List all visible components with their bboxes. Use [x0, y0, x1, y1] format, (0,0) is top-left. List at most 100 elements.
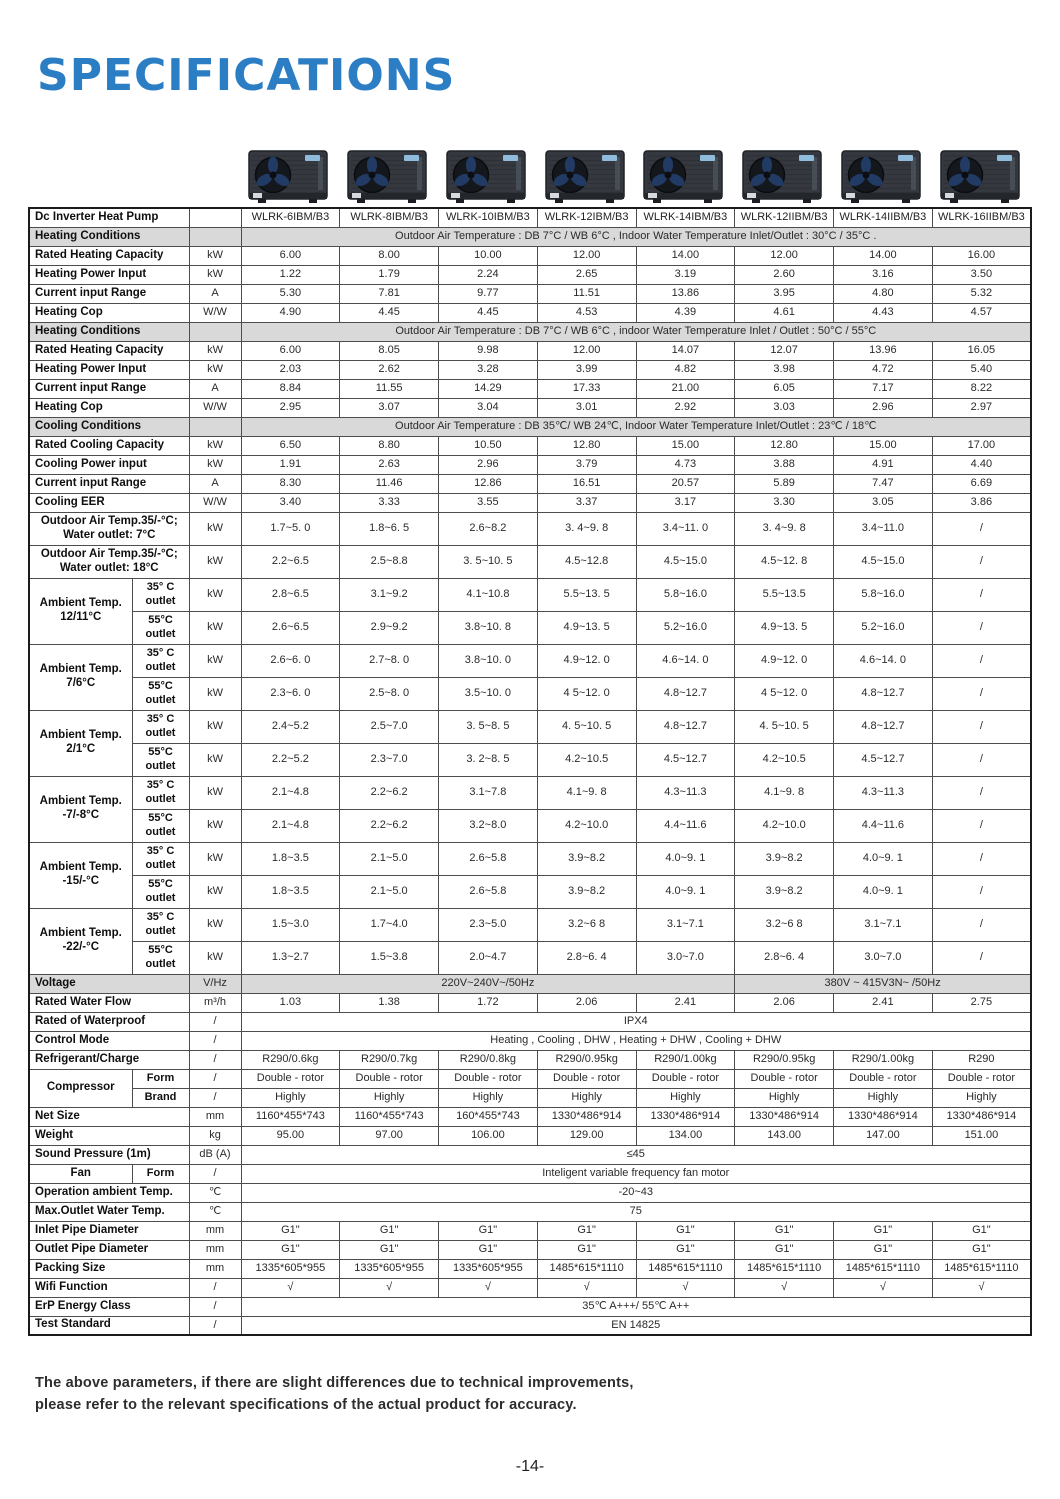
value-cell: √ — [833, 1277, 933, 1298]
value-cell: 4.2~10.0 — [734, 808, 835, 843]
unit-cell: kW — [188, 435, 242, 456]
value-cell: 3.4~11.0 — [833, 511, 933, 546]
table-row: Compressor Form / Double - rotor Double - ro… — [28, 1068, 1032, 1108]
value-cell: R290/1.00kg — [833, 1049, 933, 1070]
unit-cell: kW — [188, 264, 242, 285]
heat-pump-image — [347, 150, 427, 203]
model-name: WLRK-10IBM/B3 — [438, 207, 538, 228]
unit-cell: kg — [188, 1125, 242, 1146]
value-cell: 2.96 — [438, 454, 538, 475]
span-text: 35℃ A+++/ 55℃ A++ — [240, 1296, 1032, 1317]
value-cell: 4.72 — [833, 359, 933, 380]
unit-cell: kW — [188, 775, 242, 810]
value-cell: 2.1~5.0 — [339, 841, 440, 876]
unit-cell: kW — [188, 610, 242, 645]
value-cell: 4.6~14. 0 — [635, 643, 736, 678]
sub-label: 55°C outlet — [131, 808, 190, 843]
value-cell: 1.5~3.8 — [339, 940, 440, 975]
unit-cell: kW — [188, 676, 242, 711]
unit-cell: / — [188, 1068, 242, 1089]
value-cell: G1" — [438, 1239, 538, 1260]
model-name: WLRK-14IIBM/B3 — [833, 207, 933, 228]
row-label: Outdoor Air Temp.35/-°C; Water outlet: 1… — [28, 544, 190, 579]
unit-cell: kW — [188, 511, 242, 546]
row-label: Ambient Temp. -22/-°C — [28, 907, 133, 975]
value-cell: 2.41 — [635, 992, 736, 1013]
value-cell: 3.2~6 8 — [734, 907, 835, 942]
row-label: Current input Range — [28, 283, 190, 304]
value-cell: 1.79 — [339, 264, 440, 285]
value-cell: 16.51 — [536, 473, 637, 494]
value-cell: 9.77 — [438, 283, 538, 304]
model-name: WLRK-6IBM/B3 — [240, 207, 341, 228]
page-number: -14- — [515, 1458, 545, 1475]
section-label: Heating Conditions — [28, 226, 190, 247]
row-label: Net Size — [28, 1106, 190, 1127]
value-cell: / — [931, 907, 1032, 942]
value-cell: 4.8~12.7 — [833, 709, 933, 744]
row-label: Ambient Temp. 7/6°C — [28, 643, 133, 711]
row-label: Ambient Temp. -7/-8°C — [28, 775, 133, 843]
value-cell: 2.8~6. 4 — [536, 940, 637, 975]
value-cell: 1.8~3.5 — [240, 841, 341, 876]
value-cell: 1330*486*914 — [833, 1106, 933, 1127]
unit-cell: kW — [188, 544, 242, 579]
value-cell: √ — [536, 1277, 637, 1298]
value-cell: 95.00 — [240, 1125, 341, 1146]
value-cell: Double - rotor — [339, 1068, 440, 1089]
value-cell: 3.95 — [734, 283, 835, 304]
span-text: Heating , Cooling , DHW , Heating + DHW … — [240, 1030, 1032, 1051]
unit-cell: kW — [188, 643, 242, 678]
model-name: WLRK-12IIBM/B3 — [734, 207, 835, 228]
value-cell: 3.98 — [734, 359, 835, 380]
value-cell: 11.55 — [339, 378, 440, 399]
value-cell: 10.00 — [438, 245, 538, 266]
table-row: Wifi Function / √ √ √ √ √ √ √ √ — [28, 1277, 1032, 1298]
row-label: Fan — [28, 1163, 133, 1184]
table-row: Ambient Temp. -7/-8°C 35° C outlet kW 2.1~4… — [28, 775, 1032, 843]
value-cell: 8.00 — [339, 245, 440, 266]
unit-cell: kW — [188, 874, 242, 909]
value-cell: 2.06 — [734, 992, 835, 1013]
value-cell: 3.9~8.2 — [734, 874, 835, 909]
table-row: Brand / Highly Highly Highly Highly Highly High… — [29, 1087, 1032, 1108]
table-row: Current input Range A 5.30 7.81 9.77 11.51 13.… — [28, 283, 1032, 304]
product-images — [240, 144, 1030, 206]
row-label: Operation ambient Temp. — [28, 1182, 190, 1203]
value-cell: / — [931, 709, 1032, 744]
value-cell: Highly — [536, 1087, 637, 1108]
value-cell: 20.57 — [635, 473, 736, 494]
value-cell: 3.17 — [635, 492, 736, 513]
value-cell: √ — [931, 1277, 1032, 1298]
value-cell: 3.07 — [339, 397, 440, 418]
value-cell: G1" — [833, 1220, 933, 1241]
row-label: Control Mode — [28, 1030, 190, 1051]
unit-cell — [188, 207, 242, 228]
value-cell: 11.51 — [536, 283, 637, 304]
table-row: Ambient Temp. 2/1°C 35° C outlet kW 2.4~5.2… — [28, 709, 1032, 777]
value-cell: 2.6~6. 0 — [240, 643, 341, 678]
value-cell: 2.6~5.8 — [438, 841, 538, 876]
value-cell: 129.00 — [536, 1125, 637, 1146]
value-cell: 4.1~9. 8 — [734, 775, 835, 810]
section-text: Outdoor Air Temperature : DB 35℃/ WB 24℃… — [240, 416, 1032, 437]
value-cell: 4.0~9. 1 — [833, 841, 933, 876]
value-cell: 7.81 — [339, 283, 440, 304]
value-cell: Double - rotor — [438, 1068, 538, 1089]
value-cell: 2.6~6.5 — [240, 610, 341, 645]
value-cell: G1" — [536, 1220, 637, 1241]
value-cell: 2.96 — [833, 397, 933, 418]
value-cell: G1" — [339, 1239, 440, 1260]
value-cell: 3.40 — [240, 492, 341, 513]
unit-cell: W/W — [188, 397, 242, 418]
value-cell: 2.6~5.8 — [438, 874, 538, 909]
unit-cell: mm — [188, 1220, 242, 1241]
value-cell: 4.9~13. 5 — [536, 610, 637, 645]
value-cell: / — [931, 643, 1032, 678]
value-cell: 15.00 — [635, 435, 736, 456]
value-cell: 4.57 — [931, 302, 1032, 323]
row-label: Ambient Temp. -15/-°C — [28, 841, 133, 909]
product-thumb — [734, 144, 833, 206]
value-cell: Double - rotor — [536, 1068, 637, 1089]
